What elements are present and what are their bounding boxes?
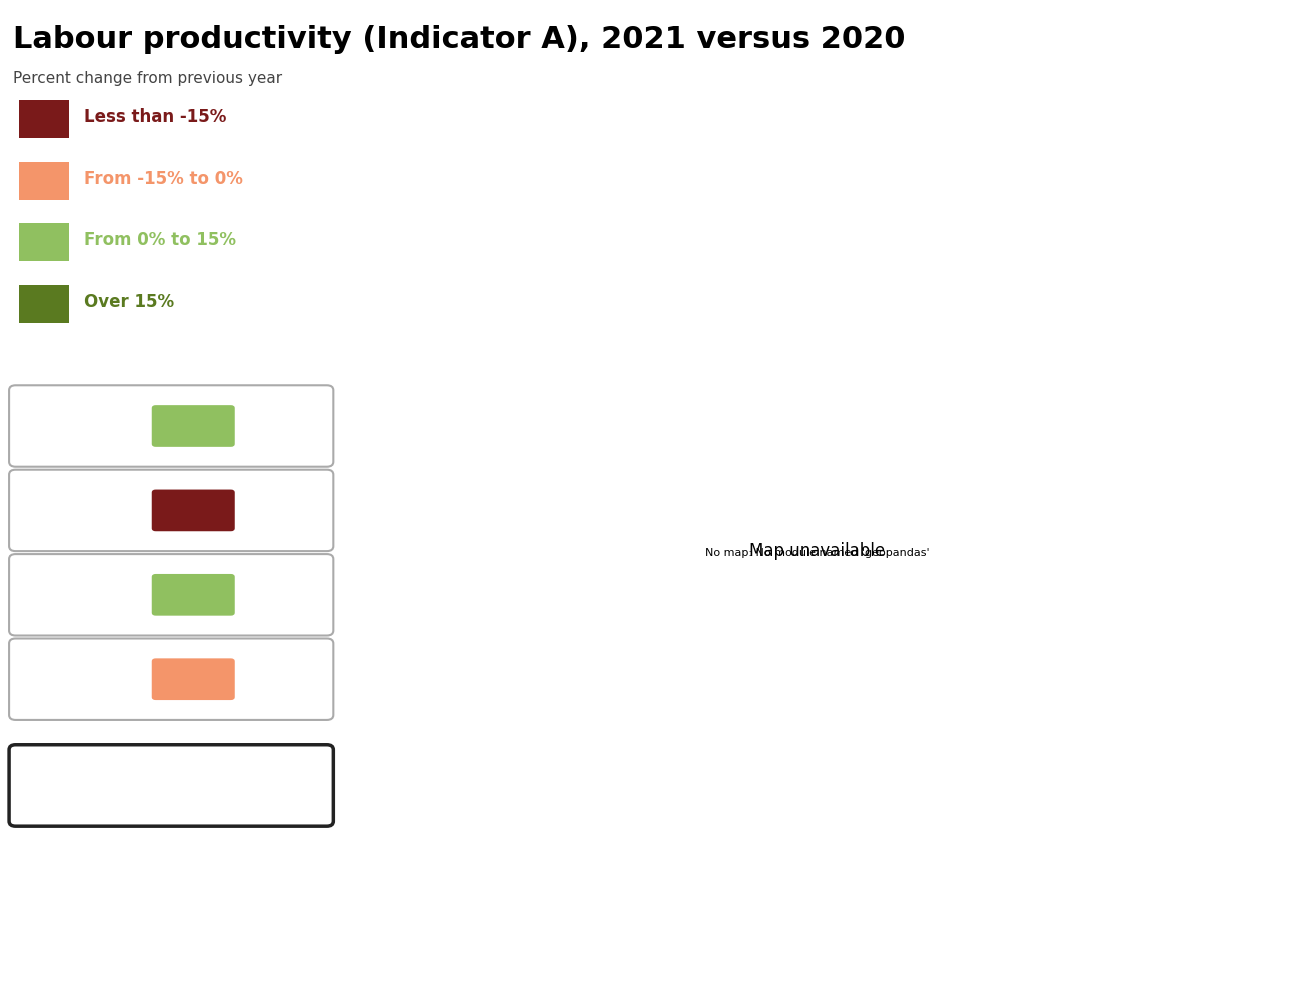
Text: 0,6%: 0,6% xyxy=(276,588,311,602)
Text: Percent change from previous year: Percent change from previous year xyxy=(13,71,281,86)
Text: EU27: EU27 xyxy=(31,777,79,794)
Text: From 0% to 15%: From 0% to 15% xyxy=(84,231,236,249)
Text: Labour productivity (Indicator A), 2021 versus 2020: Labour productivity (Indicator A), 2021 … xyxy=(13,25,905,54)
Text: 1,2%: 1,2% xyxy=(276,419,311,433)
Text: 0,7%: 0,7% xyxy=(265,777,311,794)
Text: Malta: Malta xyxy=(31,672,70,686)
Text: Luxembourg: Luxembourg xyxy=(31,419,118,433)
Text: Over 15%: Over 15% xyxy=(84,293,174,311)
Text: Map unavailable: Map unavailable xyxy=(750,542,885,560)
Text: Cyprus: Cyprus xyxy=(31,588,79,602)
Text: -5,7%: -5,7% xyxy=(271,672,311,686)
Text: -19,5%: -19,5% xyxy=(262,503,311,517)
Text: Less than -15%: Less than -15% xyxy=(84,108,227,126)
Text: From -15% to 0%: From -15% to 0% xyxy=(84,170,243,188)
Text: No map: No module named 'geopandas': No map: No module named 'geopandas' xyxy=(704,548,930,558)
Text: Slovenia: Slovenia xyxy=(31,503,91,517)
